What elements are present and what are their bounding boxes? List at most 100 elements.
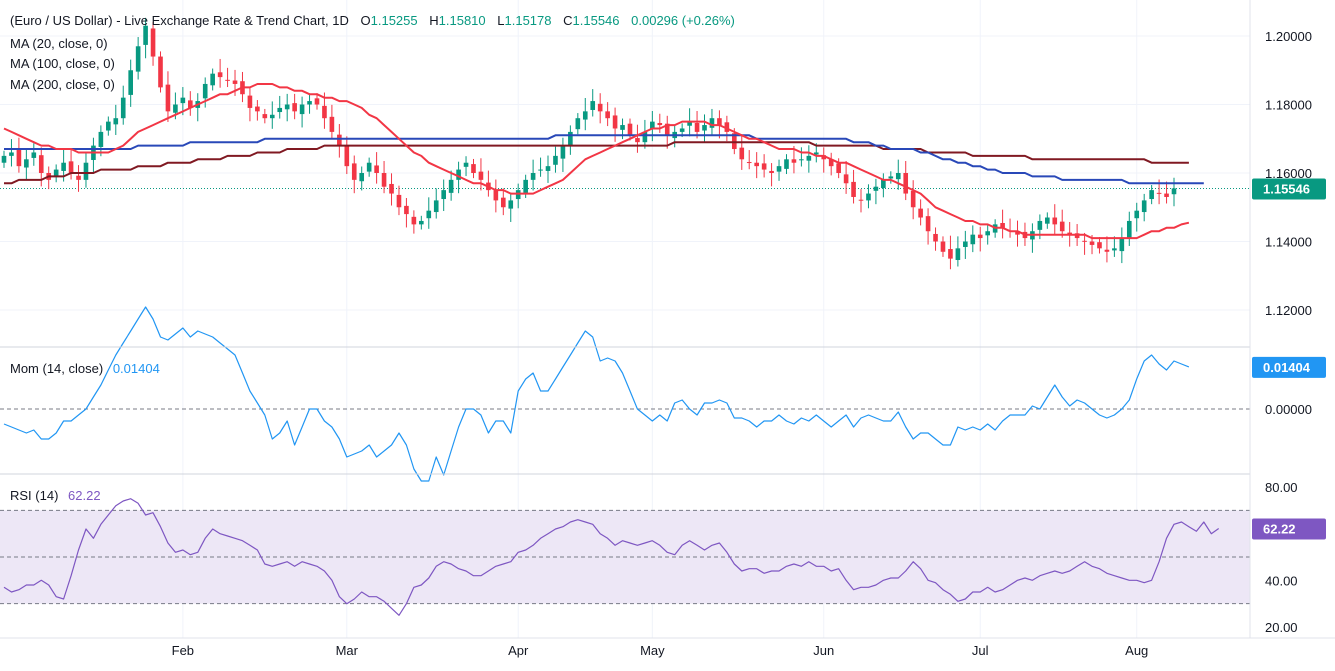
candle-body <box>523 179 528 193</box>
candle-body <box>396 194 402 208</box>
candle-body <box>620 125 625 130</box>
candle-body <box>650 121 655 130</box>
candle-body <box>687 121 692 126</box>
candle-body <box>635 138 640 143</box>
candle-body <box>1156 192 1162 194</box>
candle-body <box>113 118 119 125</box>
candle-body <box>717 118 722 126</box>
candle-body <box>83 162 89 180</box>
candle-body <box>202 83 208 99</box>
candle-body <box>389 183 394 194</box>
candle-body <box>590 101 596 110</box>
time-tick-label: Mar <box>336 643 359 658</box>
candle-body <box>746 162 752 164</box>
candle-body <box>895 173 901 180</box>
candle-body <box>426 210 432 219</box>
close-label: C <box>563 13 572 28</box>
candle-body <box>985 231 991 236</box>
candle-body <box>828 159 834 167</box>
candle-body <box>500 197 506 208</box>
candle-body <box>977 234 983 239</box>
candle-body <box>739 147 745 160</box>
candle-body <box>1059 221 1065 232</box>
candle-body <box>873 186 879 191</box>
candle-body <box>165 84 171 112</box>
low-value: 1.15178 <box>505 13 552 28</box>
candle-body <box>404 205 409 215</box>
candle-body <box>16 149 22 167</box>
candle-body <box>925 216 931 232</box>
moving-averages <box>3 83 1204 240</box>
candle-body <box>560 145 566 159</box>
time-tick-label: Jun <box>813 643 834 658</box>
candle-body <box>419 220 424 225</box>
candle-body <box>1 155 7 163</box>
reference-lines <box>0 188 1250 605</box>
candle-body <box>76 175 81 180</box>
last-price-badge-bg <box>1252 178 1326 200</box>
legend-ma20[interactable]: MA (20, close, 0) <box>10 36 108 51</box>
candle-body <box>970 234 976 245</box>
candle-body <box>307 101 312 105</box>
price-tick-label: 1.20000 <box>1265 29 1312 44</box>
candle-body <box>173 104 178 113</box>
candle-body <box>627 123 633 136</box>
candle-body <box>180 97 186 104</box>
candle-body <box>754 162 759 167</box>
candle-body <box>262 114 268 119</box>
high-label: H <box>429 13 438 28</box>
candle-body <box>61 162 66 171</box>
candle-body <box>545 166 551 171</box>
candle-body <box>255 106 260 112</box>
ma100-line <box>4 134 1204 185</box>
open-value: 1.15255 <box>371 13 418 28</box>
candle-body <box>664 123 670 136</box>
candle-body <box>299 104 305 115</box>
candle-body <box>471 164 476 173</box>
candle-body <box>24 159 29 168</box>
candle-body <box>866 193 871 201</box>
candle-body <box>1164 193 1169 197</box>
axes: 1.20000 1.18000 1.16000 1.14000 1.12000 0.000… <box>0 29 1335 658</box>
legend-ma200[interactable]: MA (200, close, 0) <box>10 77 115 92</box>
candle-body <box>1037 220 1043 230</box>
candle-body <box>538 169 543 171</box>
price-tick-label: 1.16000 <box>1265 166 1312 181</box>
candle-body <box>821 155 827 160</box>
candle-body <box>881 179 886 189</box>
legend-mom-label: Mom (14, close) <box>10 361 103 376</box>
candle-body <box>314 98 320 105</box>
legend-ma100[interactable]: MA (100, close, 0) <box>10 56 115 71</box>
candle-body <box>463 162 469 167</box>
mom-line <box>3 306 1190 482</box>
candle-body <box>963 241 968 247</box>
candle-body <box>9 152 14 156</box>
candle-body <box>441 190 446 200</box>
mom-last-badge: 0.01404 <box>1263 360 1311 375</box>
rsi-last-badge: 62.22 <box>1263 521 1296 536</box>
legend-mom[interactable]: Mom (14, close) 0.01404 <box>10 361 160 376</box>
price-tick-label: 1.14000 <box>1265 235 1312 250</box>
candle-body <box>813 152 819 155</box>
rsi-tick-label: 40.00 <box>1265 573 1298 588</box>
mom-last-badge-bg <box>1252 356 1326 378</box>
candle-body <box>120 97 126 119</box>
candle-body <box>851 181 856 197</box>
high-value: 1.15810 <box>439 13 486 28</box>
candle-body <box>359 173 365 182</box>
candle-body <box>843 174 849 184</box>
candle-body <box>1052 217 1058 225</box>
time-tick-label: May <box>640 643 665 658</box>
rsi-tick-label: 80.00 <box>1265 480 1298 495</box>
candle-body <box>1089 241 1095 245</box>
candle-body <box>1141 200 1147 213</box>
candle-body <box>366 162 372 172</box>
candle-body <box>1067 232 1072 235</box>
candle-body <box>910 190 916 208</box>
low-label: L <box>497 13 504 28</box>
legend-rsi[interactable]: RSI (14) 62.22 <box>10 488 101 503</box>
candle-body <box>597 103 603 112</box>
candle-body <box>568 131 573 146</box>
candle-body <box>940 241 946 252</box>
